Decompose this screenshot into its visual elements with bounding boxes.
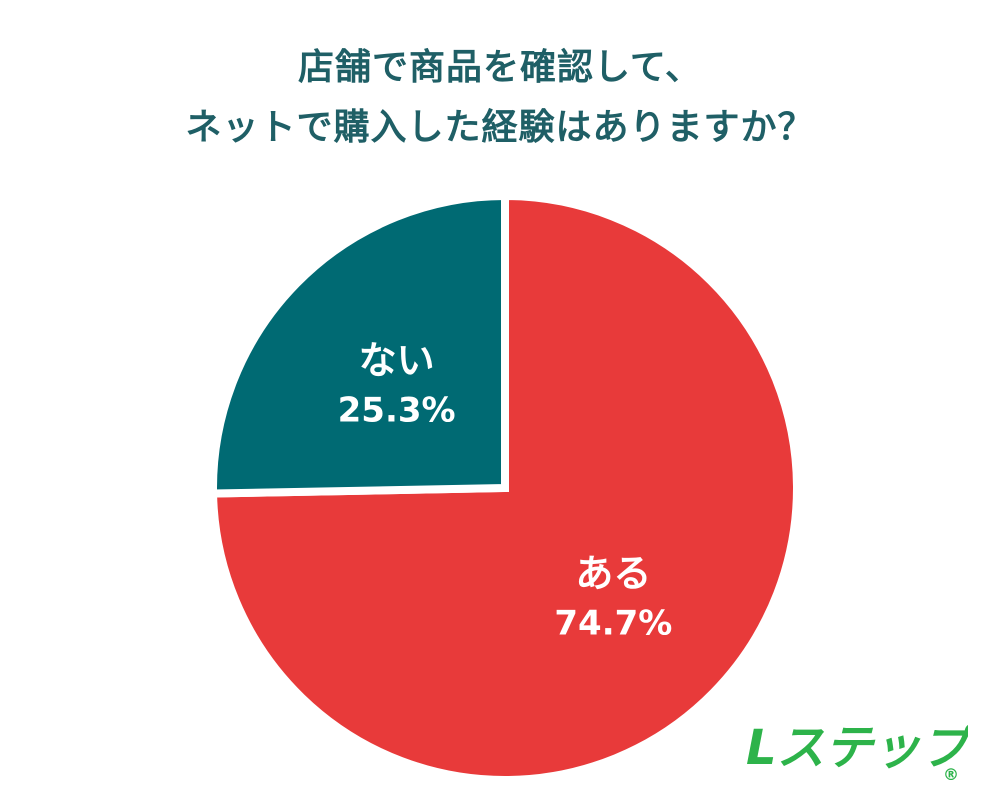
chart-title-line-1: 店舗で商品を確認して、 bbox=[297, 47, 703, 88]
pie-slice-label-0: ある bbox=[575, 551, 651, 595]
lstep-logo-registered-mark: ® bbox=[943, 765, 959, 784]
pie-slice-value-1: 25.3% bbox=[338, 391, 456, 431]
pie-slice-label-1: ない bbox=[359, 339, 435, 383]
chart-title-line-2: ネットで購入した経験はありますか？ bbox=[185, 107, 815, 148]
lstep-logo-text: Lステップ bbox=[746, 720, 968, 776]
pie-slice-0 bbox=[208, 191, 801, 784]
lstep-logo: Lステップ ® bbox=[745, 719, 969, 785]
chart-title: 店舗で商品を確認して、 ネットで購入した経験はありますか？ bbox=[0, 38, 1000, 158]
pie-slice-1 bbox=[209, 191, 509, 498]
pie-slice-value-0: 74.7% bbox=[554, 603, 672, 643]
